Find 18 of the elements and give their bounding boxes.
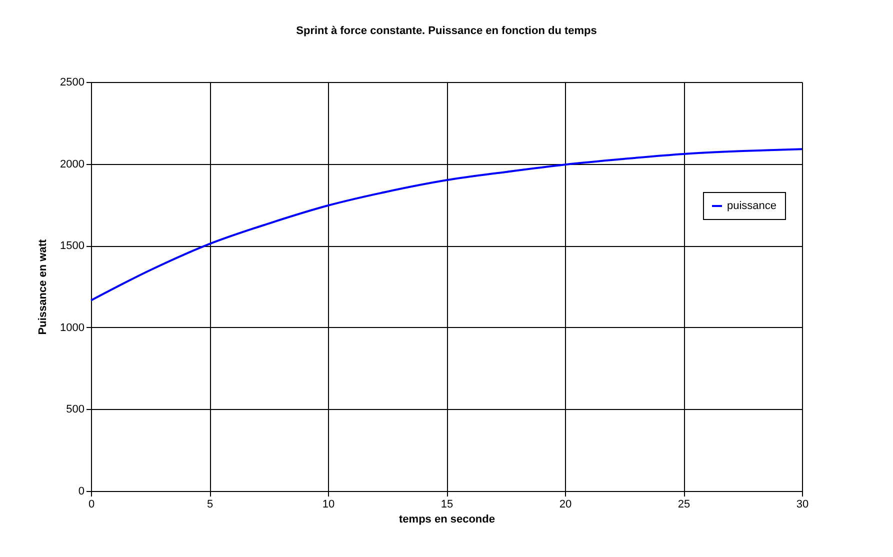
line-series [90,148,803,302]
y-tick-label: 1500 [60,240,84,252]
x-tick-label: 15 [440,498,454,510]
x-tick-label: 25 [678,498,690,510]
x-tick-label: 0 [88,498,95,510]
y-axis-title: Puissance en watt [37,238,50,335]
x-tick-label: 10 [322,498,335,510]
y-tick-label: 2500 [60,76,84,88]
x-tick-label: 30 [796,498,809,510]
chart-title: Sprint à force constante. Puissance en fonction du temps [296,25,597,37]
legend-label: puissance [727,200,777,212]
x-tick-label: 5 [206,498,214,510]
x-axis-title: temps en seconde [399,514,495,526]
y-tick-label: 2000 [60,158,84,170]
y-tick-label: 1000 [60,322,84,334]
y-tick-label: 500 [66,404,84,416]
y-tick-label: 0 [78,486,84,498]
x-tick-label: 20 [559,498,572,510]
